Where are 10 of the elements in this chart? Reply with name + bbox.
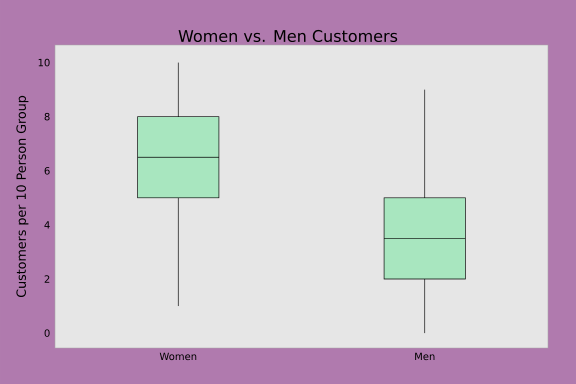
y-axis-title: Customers per 10 Person Group (16, 96, 28, 298)
y-tick-label: 0 (44, 329, 50, 337)
y-tick-label: 2 (44, 275, 50, 283)
y-tick-label: 6 (44, 167, 50, 175)
x-tick-label: Men (415, 352, 434, 360)
y-tick-label: 4 (44, 221, 50, 229)
x-tick-label: Women (160, 352, 196, 360)
chart-title: Women vs. Men Customers (178, 30, 398, 42)
y-tick-label: 8 (44, 112, 50, 120)
y-tick-label: 10 (38, 58, 50, 66)
